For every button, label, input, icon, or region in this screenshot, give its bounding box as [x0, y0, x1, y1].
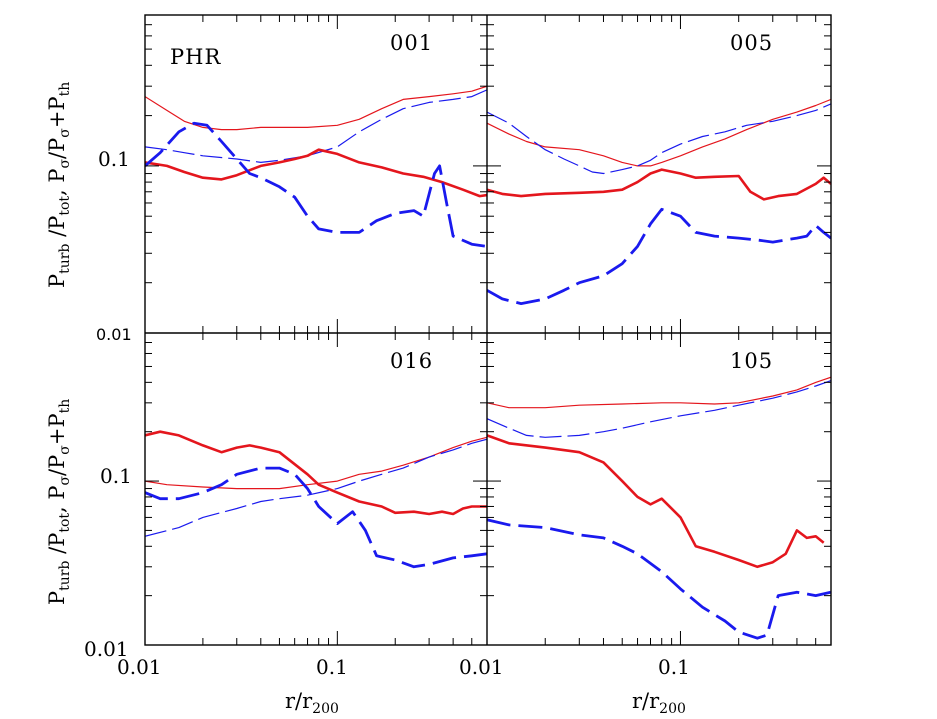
series-line-005-blue-thick-dash: [487, 207, 831, 305]
series-line-016-red-thick-solid: [145, 430, 487, 516]
panel-label-005: 005: [730, 31, 773, 55]
ticks-layer: [144, 14, 832, 646]
series-line-005-blue-thin-dash: [487, 103, 831, 175]
x-tick-label-01-right: 0.1: [658, 655, 690, 679]
panel-label-001: 001: [390, 31, 433, 55]
series-line-105-blue-thin-dash: [487, 380, 831, 438]
y-tick-label-top-01: 0.1: [98, 147, 130, 171]
panel-label-105: 105: [730, 349, 773, 373]
x-tick-label-01-left: 0.1: [316, 655, 348, 679]
series-line-016-blue-thick-dash: [145, 466, 487, 569]
series-line-005-red-thick-solid: [487, 168, 831, 201]
curves-layer: [145, 85, 831, 640]
phr-label: PHR: [170, 45, 221, 69]
panel-label-016: 016: [390, 349, 433, 373]
series-line-105-blue-thick-dash: [487, 518, 831, 640]
y-tick-label-bottom-01: 0.1: [100, 464, 132, 488]
series-line-001-red-thick-solid: [145, 148, 487, 198]
series-line-105-red-thick-solid: [487, 434, 825, 569]
y-tick-label-bottom-001: 0.01: [84, 637, 129, 661]
y-axis-title-bottom: Pturb /Ptot, Pσ/Pσ+Pth: [45, 399, 73, 605]
y-axis-title-top: Pturb /Ptot, Pσ/Pσ+Pth: [45, 82, 73, 288]
x-tick-label-001-right: 0.01: [459, 655, 504, 679]
x-axis-title-left: r/r200: [285, 689, 339, 717]
series-line-001-red-thin-solid: [145, 85, 487, 131]
x-axis-title-right: r/r200: [632, 689, 686, 717]
series-line-016-blue-thin-dash: [145, 438, 487, 537]
series-line-005-red-thin-solid: [487, 98, 831, 167]
series-line-016-red-thin-solid: [145, 436, 487, 490]
plot-frame: [144, 14, 832, 646]
x-tick-label-001-left: 0.01: [117, 655, 162, 679]
series-line-105-red-thin-solid: [487, 376, 831, 409]
y-tick-label-mid-001: 0.01: [96, 325, 132, 344]
series-line-001-blue-thick-dash: [145, 121, 487, 248]
